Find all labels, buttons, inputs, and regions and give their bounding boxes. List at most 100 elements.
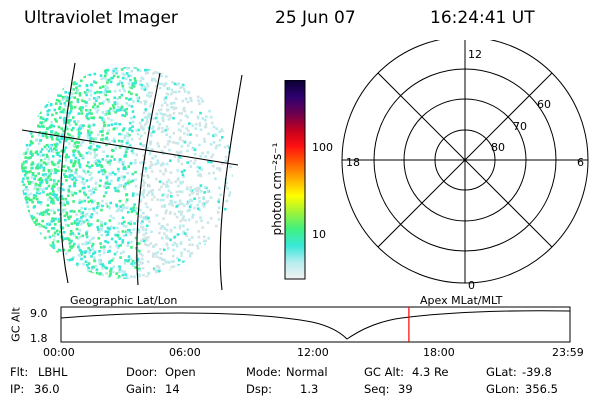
uv-pixel [48,251,52,255]
uv-pixel [118,237,121,240]
uv-pixel [80,216,83,219]
uv-pixel [175,215,179,219]
uv-pixel [46,81,50,84]
uv-pixel [226,223,229,226]
uv-pixel [180,254,183,257]
uv-pixel [85,93,88,97]
uv-pixel [151,148,155,152]
uv-pixel [76,223,79,226]
uv-pixel [23,174,27,177]
uv-pixel [25,235,28,238]
uv-pixel [66,119,70,122]
uv-pixel [30,113,34,116]
uv-pixel [168,135,172,139]
uv-pixel [108,182,111,186]
uv-pixel [169,181,173,184]
uv-pixel [85,240,88,244]
uv-pixel [197,235,201,239]
uv-pixel [28,277,31,279]
uv-pixel [112,74,116,78]
uv-pixel [31,110,34,114]
uv-pixel [121,207,125,211]
uv-pixel [100,77,103,81]
uv-pixel [45,180,49,183]
uv-pixel [80,251,83,255]
uv-pixel [37,249,40,253]
uv-pixel [155,269,159,273]
uv-pixel [64,111,67,114]
uv-pixel [174,141,178,145]
uv-pixel [200,168,204,171]
uv-pixel [141,261,144,265]
uv-pixel [45,147,49,151]
uv-pixel [225,219,228,222]
uv-pixel [38,186,42,190]
uv-pixel [93,103,97,106]
uv-pixel [43,187,46,191]
uv-pixel [27,178,30,182]
uv-pixel [68,142,71,145]
uv-pixel [114,233,117,237]
uv-pixel [24,67,28,69]
uv-pixel [91,187,95,190]
uv-pixel [138,121,142,125]
uv-pixel [39,83,43,86]
uv-pixel [72,150,75,154]
uv-pixel [69,230,73,233]
uv-pixel [44,178,48,181]
uv-pixel [157,127,160,131]
uv-pixel [182,87,186,91]
uv-pixel [80,181,84,184]
uv-pixel [54,277,58,279]
uv-pixel [42,174,46,178]
uv-pixel [88,128,92,131]
uv-pixel [59,87,62,91]
uv-pixel [24,136,28,139]
uv-pixel [218,130,221,133]
uv-pixel [148,220,151,223]
uv-pixel [137,263,141,267]
uv-pixel [177,210,181,213]
uv-pixel [156,67,160,71]
uv-pixel [80,109,83,112]
uv-pixel [226,254,229,258]
uv-pixel [115,244,118,248]
uv-pixel [87,131,90,135]
uv-pixel [31,260,35,263]
uv-pixel [139,161,142,165]
uv-pixel [163,204,166,207]
uv-pixel [99,74,103,77]
uv-pixel [21,80,23,84]
uv-pixel [217,206,221,210]
uv-pixel [69,110,73,113]
uv-pixel [32,117,35,120]
uv-pixel [122,87,125,91]
colorbar-unit-label: photon cm⁻²s⁻¹ [270,142,284,236]
uv-pixel [37,275,41,279]
uv-pixel [31,276,35,279]
uv-pixel [108,90,111,93]
uv-pixel [24,261,27,265]
uv-pixel [213,253,216,256]
uv-pixel [56,153,59,156]
uv-pixel [68,185,72,188]
uv-pixel [227,115,231,118]
uv-pixel [198,242,201,245]
uv-pixel [103,70,107,73]
uv-pixel [50,275,54,278]
uv-pixel [218,90,222,93]
uv-pixel [140,126,143,130]
uv-pixel [63,173,66,176]
uv-pixel [103,251,106,254]
uv-pixel [47,149,51,153]
uv-pixel [169,238,172,242]
uv-pixel [188,272,191,275]
uv-pixel [56,67,59,70]
uv-pixel [85,151,89,155]
uv-pixel [30,99,34,103]
uv-pixel [53,196,56,200]
uv-pixel [198,102,201,106]
uv-pixel [70,169,73,173]
uv-pixel [84,242,87,246]
uv-pixel [77,135,81,139]
